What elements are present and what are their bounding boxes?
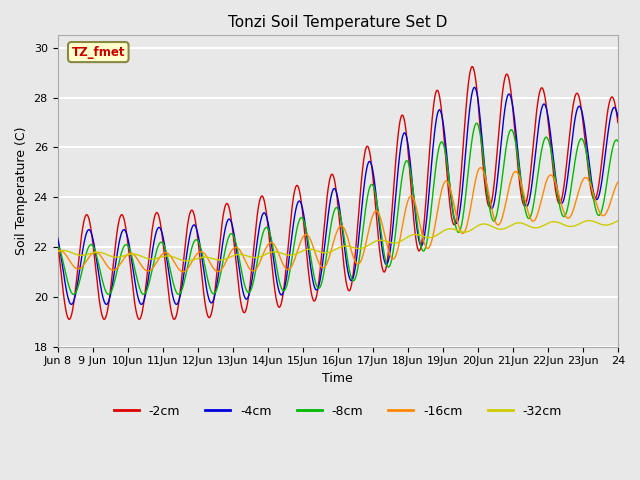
Y-axis label: Soil Temperature (C): Soil Temperature (C) bbox=[15, 127, 28, 255]
X-axis label: Time: Time bbox=[323, 372, 353, 385]
Text: TZ_fmet: TZ_fmet bbox=[72, 46, 125, 59]
Title: Tonzi Soil Temperature Set D: Tonzi Soil Temperature Set D bbox=[228, 15, 447, 30]
Legend: -2cm, -4cm, -8cm, -16cm, -32cm: -2cm, -4cm, -8cm, -16cm, -32cm bbox=[109, 400, 567, 423]
